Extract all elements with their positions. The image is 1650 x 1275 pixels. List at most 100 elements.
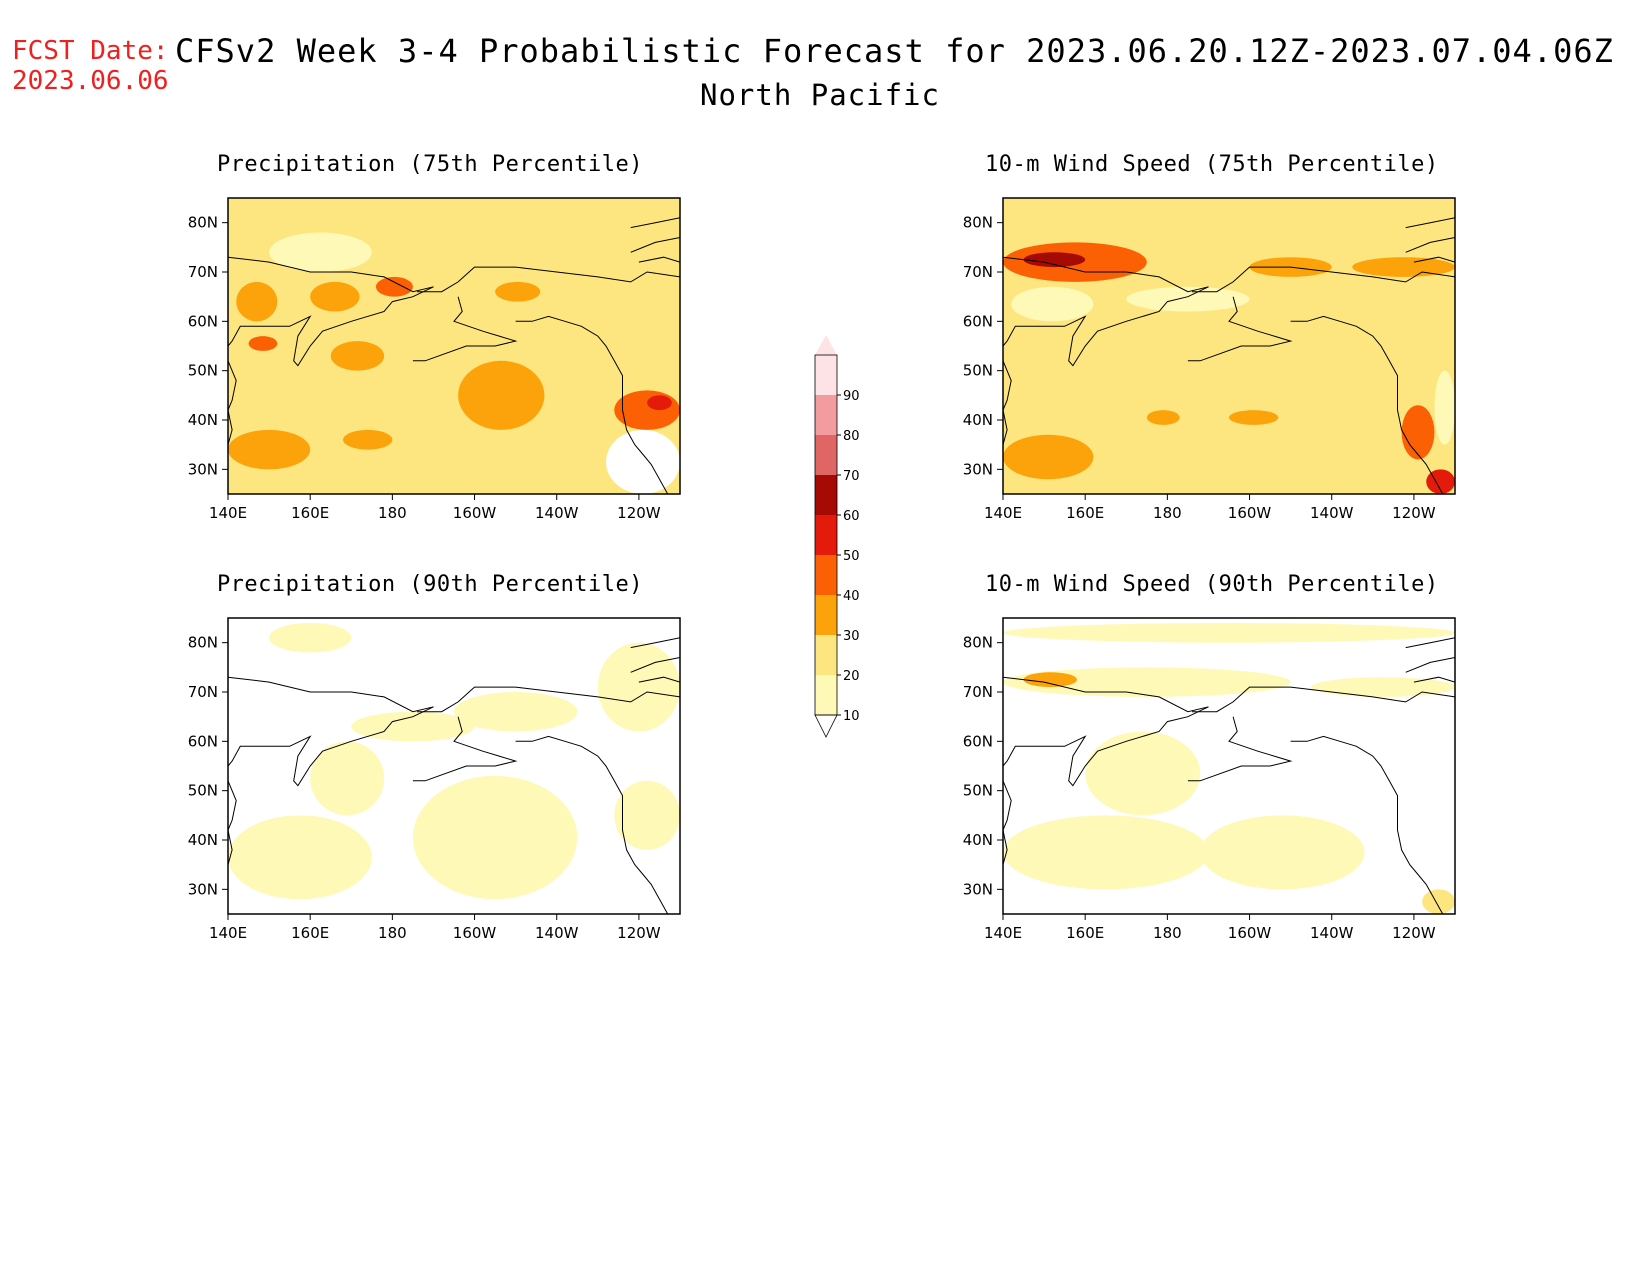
x-tick-label: 180 bbox=[1153, 924, 1182, 942]
panel-title-wind-90: 10-m Wind Speed (90th Percentile) bbox=[985, 572, 1439, 597]
y-tick-label: 70N bbox=[963, 263, 993, 281]
probability-region bbox=[614, 780, 680, 850]
colorbar-cap-top bbox=[815, 335, 837, 355]
probability-region bbox=[1003, 622, 1455, 643]
x-tick-label: 160E bbox=[291, 504, 329, 522]
colorbar: 90 80 70 60 50 40 30 20 10 bbox=[814, 335, 860, 738]
y-tick-label: 40N bbox=[188, 831, 218, 849]
colorbar-swatch bbox=[815, 355, 837, 395]
x-tick-label: 180 bbox=[1153, 504, 1182, 522]
colorbar-cap-bottom bbox=[814, 714, 838, 738]
forecast-date: FCST Date: 2023.06.06 bbox=[12, 36, 169, 96]
x-tick-label: 180 bbox=[378, 924, 407, 942]
probability-region bbox=[1422, 889, 1455, 914]
coastline bbox=[1002, 360, 1012, 445]
y-tick-label: 40N bbox=[963, 411, 993, 429]
x-tick-label: 180 bbox=[378, 504, 407, 522]
coastline bbox=[1413, 256, 1456, 263]
probability-region bbox=[412, 775, 578, 900]
coastline bbox=[1002, 780, 1012, 865]
x-tick-label: 160W bbox=[453, 504, 497, 522]
coastline bbox=[1002, 676, 1209, 787]
coastline bbox=[417, 266, 681, 293]
map-wind-75: 140E 160E 180 160W 140W 120W 80N 70N 60N 50N 40N 30… bbox=[963, 197, 1456, 522]
colorbar-swatch bbox=[815, 595, 837, 635]
probability-region bbox=[1011, 286, 1094, 322]
map-wind-90: 140E 160E 180 160W 140W 120W 80N 70N 60N 50N 40N 30… bbox=[963, 617, 1456, 942]
y-tick-label: 30N bbox=[188, 460, 218, 478]
panel-title-precip-75: Precipitation (75th Percentile) bbox=[216, 152, 644, 177]
y-tick-label: 80N bbox=[963, 214, 993, 232]
y-tick-label: 60N bbox=[188, 732, 218, 750]
y-tick-label: 50N bbox=[188, 782, 218, 800]
colorbar-swatch bbox=[815, 475, 837, 515]
coastline bbox=[1290, 735, 1444, 915]
colorbar-swatch bbox=[815, 675, 837, 715]
coastline bbox=[515, 315, 669, 495]
x-tick-label: 140E bbox=[984, 924, 1022, 942]
colorbar-swatch bbox=[815, 395, 837, 435]
coastline bbox=[227, 676, 434, 787]
colorbar-label: 90 bbox=[843, 389, 860, 404]
x-tick-label: 160W bbox=[453, 924, 497, 942]
x-tick-label: 160W bbox=[1228, 504, 1272, 522]
x-tick-label: 120W bbox=[617, 504, 661, 522]
probability-region bbox=[1023, 672, 1077, 688]
page-title: CFSv2 Week 3-4 Probabilistic Forecast fo… bbox=[175, 32, 1614, 70]
coastline bbox=[630, 637, 681, 649]
colorbar-label: 30 bbox=[843, 629, 860, 644]
coastline bbox=[1002, 256, 1209, 367]
x-tick-label: 140W bbox=[535, 504, 579, 522]
probability-region bbox=[1434, 370, 1455, 445]
coastline bbox=[630, 237, 681, 253]
probability-region bbox=[351, 711, 475, 742]
coastline bbox=[1413, 676, 1456, 683]
probability-region bbox=[330, 341, 385, 371]
coastline bbox=[1405, 637, 1456, 649]
y-tick-label: 30N bbox=[188, 880, 218, 898]
x-tick-label: 120W bbox=[1392, 504, 1436, 522]
probability-region bbox=[647, 395, 672, 411]
x-tick-label: 120W bbox=[617, 924, 661, 942]
y-tick-label: 60N bbox=[188, 312, 218, 330]
probability-region bbox=[597, 642, 680, 732]
probability-region bbox=[269, 232, 372, 272]
coastline bbox=[1290, 315, 1444, 495]
y-tick-label: 40N bbox=[963, 831, 993, 849]
x-tick-label: 140W bbox=[535, 924, 579, 942]
y-tick-label: 50N bbox=[963, 782, 993, 800]
probability-region bbox=[248, 336, 278, 351]
x-tick-label: 140E bbox=[984, 504, 1022, 522]
probability-region bbox=[614, 390, 680, 430]
forecast-date-value: 2023.06.06 bbox=[12, 66, 169, 96]
x-tick-label: 160E bbox=[1066, 504, 1104, 522]
probability-region bbox=[454, 692, 578, 732]
colorbar-swatch bbox=[815, 515, 837, 555]
probability-region bbox=[1352, 257, 1455, 277]
y-tick-label: 40N bbox=[188, 411, 218, 429]
y-tick-label: 80N bbox=[188, 634, 218, 652]
y-tick-label: 30N bbox=[963, 880, 993, 898]
probability-region bbox=[1003, 815, 1209, 890]
x-tick-label: 140E bbox=[209, 504, 247, 522]
probability-region bbox=[343, 429, 393, 450]
y-tick-label: 50N bbox=[963, 362, 993, 380]
colorbar-swatch bbox=[815, 635, 837, 675]
x-tick-label: 120W bbox=[1392, 924, 1436, 942]
probability-region bbox=[236, 281, 278, 322]
x-tick-label: 160E bbox=[1066, 924, 1104, 942]
probability-region bbox=[269, 622, 352, 653]
map-precip-90: 140E 160E 180 160W 140W 120W 80N 70N 60N 50N 40N 30… bbox=[188, 617, 681, 942]
colorbar-label: 70 bbox=[843, 469, 860, 484]
x-tick-label: 160W bbox=[1228, 924, 1272, 942]
probability-region bbox=[1146, 410, 1180, 425]
plot-frame bbox=[1002, 617, 1456, 915]
probability-region bbox=[1023, 252, 1086, 268]
y-tick-label: 70N bbox=[188, 263, 218, 281]
probability-region bbox=[1426, 469, 1455, 494]
coastline bbox=[630, 657, 681, 673]
colorbar-label: 50 bbox=[843, 549, 860, 564]
coastline bbox=[638, 676, 681, 683]
probability-region bbox=[310, 741, 385, 816]
probability-region bbox=[1311, 677, 1455, 697]
